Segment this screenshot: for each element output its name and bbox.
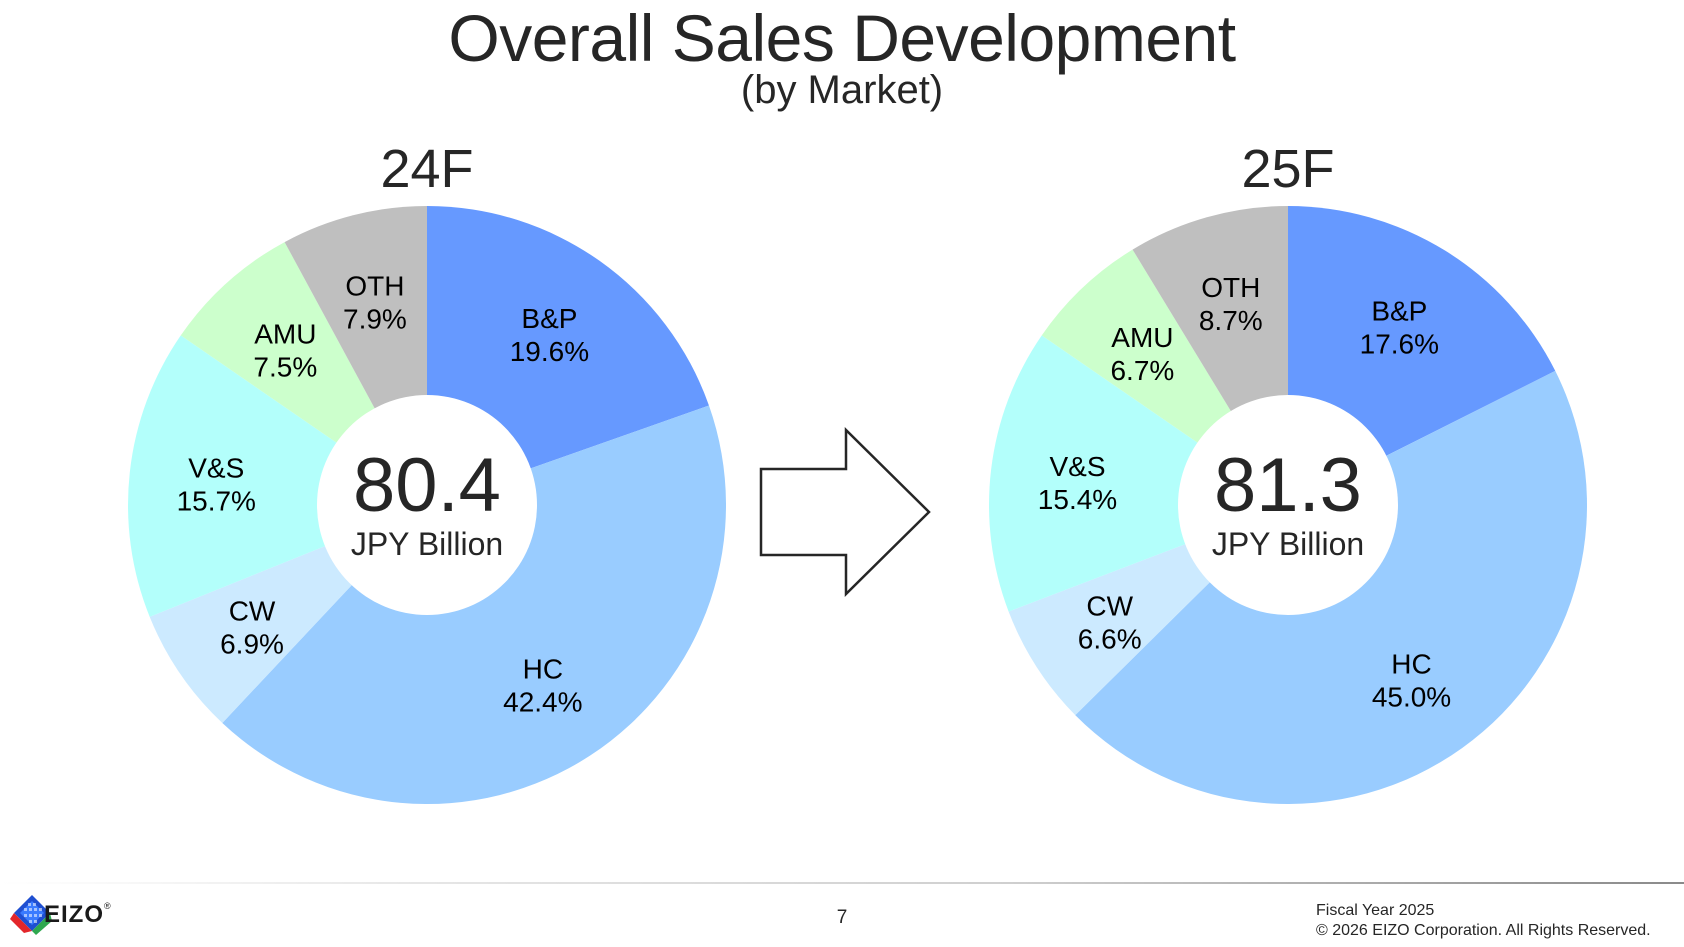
center-total-value: 81.3 [1214,443,1362,528]
donut-hole [1178,395,1398,615]
slice-category-label: AMU [1111,322,1173,353]
page-subtitle: (by Market) [740,68,944,112]
donut-chart-1: B&P17.6%HC45.0%CW6.6%V&S15.4%AMU6.7%OTH8… [988,139,1587,804]
slice-category-label: V&S [1049,451,1105,482]
slice-value-label: 42.4% [503,687,582,718]
footer-info: Fiscal Year 2025 © 2026 EIZO Corporation… [1316,901,1651,941]
fiscal-year: Fiscal Year 2025 [1316,902,1435,919]
pie-slice-v-s [128,335,427,617]
donut-hole [317,395,537,615]
slice-value-label: 45.0% [1372,681,1451,712]
slice-value-label: 6.6% [1078,624,1142,655]
slice-value-label: 6.9% [220,629,284,660]
logo-text: EIZO® [44,901,112,928]
pie-slice-v-s [988,335,1288,612]
center-unit-label: JPY Billion [1212,526,1364,562]
slice-value-label: 15.7% [177,486,256,517]
copyright: © 2026 EIZO Corporation. All Rights Rese… [1316,922,1651,939]
eizo-logo [10,895,52,935]
slice-value-label: 7.5% [253,351,317,382]
slice-category-label: B&P [1371,296,1427,327]
donut-charts: B&P19.6%HC42.4%CW6.9%V&S15.7%AMU7.5%OTH7… [128,139,1587,805]
chart-title: 25F [1241,139,1334,199]
footer-divider [0,882,1684,884]
pie-slice-hc [222,405,726,805]
slice-value-label: 19.6% [510,336,589,367]
slice-value-label: 7.9% [343,303,407,334]
slice-value-label: 17.6% [1360,329,1439,360]
slice-category-label: OTH [345,270,404,301]
slice-category-label: HC [1391,648,1431,679]
slice-category-label: HC [523,654,563,685]
right-arrow-icon [759,427,931,597]
slice-value-label: 6.7% [1110,355,1174,386]
slice-value-label: 15.4% [1038,484,1117,515]
center-total-value: 80.4 [353,443,501,528]
slice-category-label: OTH [1201,272,1260,303]
slice-category-label: CW [1086,591,1133,622]
chart-title: 24F [380,139,473,199]
center-unit-label: JPY Billion [351,526,503,562]
slice-value-label: 8.7% [1199,305,1263,336]
page-number: 7 [836,907,848,928]
slice-category-label: CW [229,596,276,627]
page-title: Overall Sales Development [448,1,1236,75]
slice-category-label: V&S [188,453,244,484]
slice-category-label: AMU [254,318,316,349]
slice-category-label: B&P [521,303,577,334]
